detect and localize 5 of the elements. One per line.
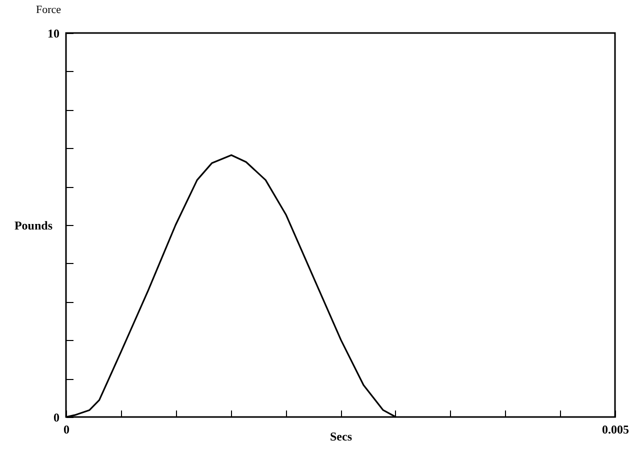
x-axis-title: Secs	[330, 430, 352, 444]
x-tick-label: 0.005	[602, 422, 629, 436]
y-axis-title: Pounds	[14, 218, 53, 232]
chart-title: Force	[36, 4, 62, 16]
y-tick-label: 10	[48, 26, 60, 40]
